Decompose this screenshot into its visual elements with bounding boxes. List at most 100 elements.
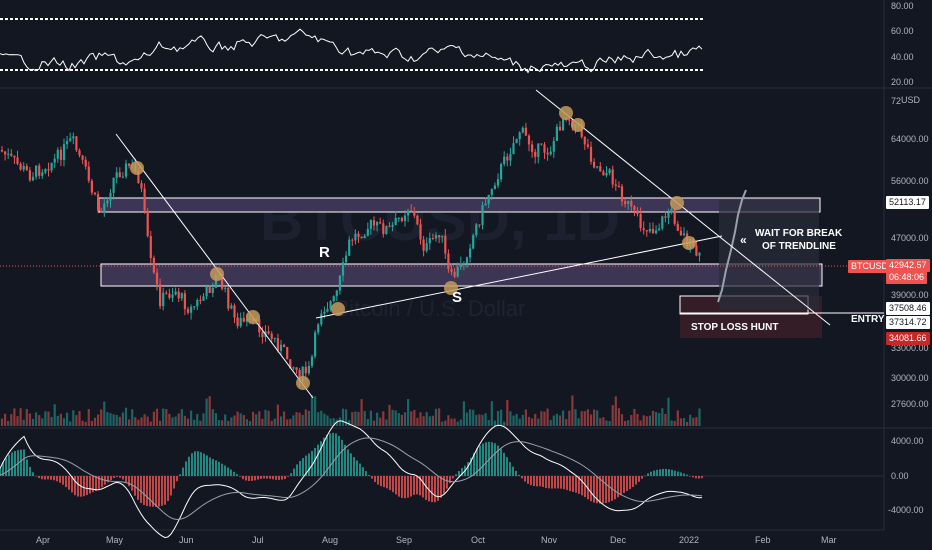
touch-marker (130, 161, 144, 175)
candle-body (307, 366, 310, 374)
candle-body (165, 292, 168, 294)
candle-body (0, 150, 4, 152)
volume-bar (410, 411, 413, 426)
macd-histogram-bar (257, 476, 259, 480)
volume-bar (400, 414, 403, 426)
touch-marker (296, 376, 310, 390)
macd-histogram-bar (500, 448, 502, 476)
macd-histogram-bar (425, 476, 427, 500)
macd-pane (0, 420, 884, 539)
macd-histogram-bar (212, 458, 214, 476)
candle-body (270, 333, 273, 339)
volume-bar (7, 420, 10, 426)
volume-bar (608, 421, 611, 426)
volume-bar (295, 412, 298, 426)
volume-bar (270, 420, 273, 426)
candle-body (397, 217, 400, 219)
candle-body (357, 233, 360, 237)
price-axis[interactable]: 72 USD 64000.00 56000.00 47000.00 39000.… (891, 95, 929, 409)
macd-histogram-bar (659, 469, 661, 476)
volume-bar (193, 419, 196, 426)
macd-histogram-bar (203, 453, 205, 476)
candle-body (323, 311, 326, 314)
volume-bar (512, 415, 515, 426)
candle-body (441, 235, 444, 238)
candle-body (611, 169, 614, 185)
macd-histogram-bar (47, 476, 49, 480)
macd-histogram-bar (227, 467, 229, 476)
macd-histogram-bar (344, 444, 346, 476)
volume-bar (199, 420, 202, 426)
volume-bar (103, 401, 106, 426)
volume-bar (593, 409, 596, 426)
time-label: Mar (821, 535, 837, 545)
touch-marker (571, 118, 585, 132)
candle-body (236, 317, 239, 327)
volume-bar (13, 408, 16, 426)
candle-body (292, 367, 295, 369)
volume-bar (205, 398, 208, 426)
candle-body (676, 223, 679, 231)
candle-body (478, 224, 481, 226)
volume-bar (475, 414, 478, 426)
volume-bar (100, 409, 103, 426)
macd-histogram-bar (371, 476, 373, 479)
candle-body (115, 172, 118, 178)
macd-histogram-bar (635, 476, 637, 485)
macd-histogram-bar (236, 474, 238, 476)
macd-histogram-bar (458, 471, 460, 476)
volume-bar (146, 416, 149, 426)
macd-histogram-bar (512, 466, 514, 476)
volume-bar (496, 410, 500, 426)
candle-body (227, 287, 230, 309)
candle-body (664, 216, 667, 218)
macd-axis[interactable]: 4000.00 0.00 -4000.00 (888, 436, 924, 515)
volume-bar (670, 420, 673, 426)
candle-body (568, 119, 571, 121)
macd-histogram-bar (233, 471, 235, 476)
macd-histogram-bar (161, 476, 163, 506)
candle-body (549, 151, 552, 155)
volume-bar (558, 415, 562, 426)
candle-body (128, 163, 131, 166)
volume-bar (317, 412, 320, 426)
volume-bar (385, 419, 388, 426)
volume-bar (540, 411, 543, 426)
candle-body (546, 152, 549, 155)
candle-body (534, 151, 537, 157)
candle-body (56, 149, 59, 159)
volume-bar (583, 411, 586, 426)
volume-bar (338, 417, 341, 426)
candle-body (168, 293, 171, 298)
countdown-tag: 06:48:06 (886, 271, 928, 284)
volume-bar (143, 414, 146, 426)
volume-bar (332, 418, 335, 426)
macd-histogram-bar (77, 476, 79, 497)
volume-bar (438, 408, 441, 426)
macd-histogram-bar (503, 452, 505, 476)
volume-bar (202, 413, 205, 426)
macd-histogram-bar (194, 451, 196, 476)
macd-histogram-bar (674, 470, 676, 476)
volume-bar (0, 418, 4, 426)
macd-histogram-bar (395, 476, 397, 495)
volume-bar (456, 421, 459, 426)
volume-bar (372, 420, 376, 426)
volume-bar (431, 415, 434, 426)
time-axis[interactable]: Apr May Jun Jul Aug Sep Oct Nov Dec 2022… (36, 535, 837, 545)
candle-body (645, 230, 648, 232)
macd-histogram-bar (266, 476, 268, 479)
macd-histogram-bar (689, 475, 691, 477)
volume-bar (676, 410, 679, 426)
candle-body (413, 211, 416, 216)
rsi-axis[interactable]: 80.00 60.00 40.00 20.00 (891, 1, 914, 87)
candle-body (93, 192, 97, 195)
volume-bar (124, 407, 128, 426)
volume-bar (459, 419, 462, 426)
macd-histogram-bar (527, 476, 529, 484)
price-level-label: 56000.00 (891, 176, 929, 186)
candle-body (320, 313, 323, 325)
volume-bar (543, 411, 546, 426)
volume-bar (292, 415, 295, 426)
